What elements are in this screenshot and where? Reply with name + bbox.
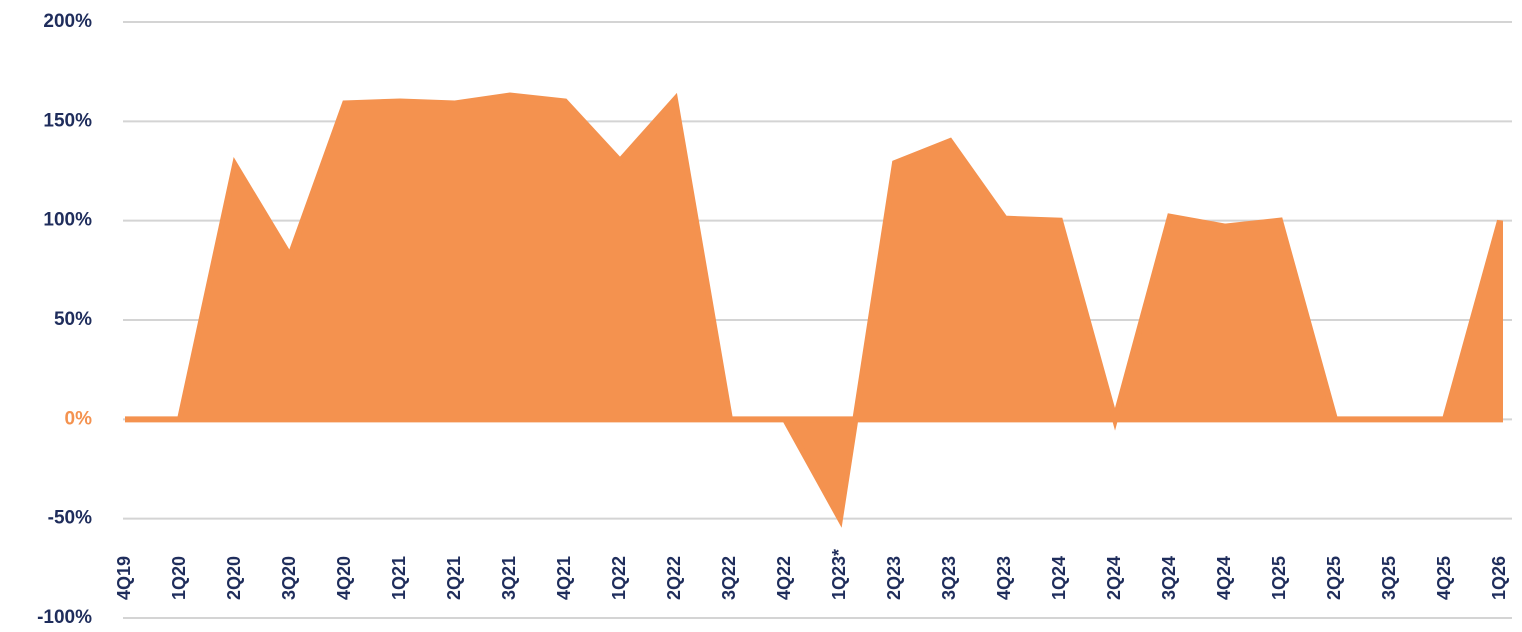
x-tick-label: 4Q22 [774,556,794,600]
x-tick-label: 4Q21 [554,556,574,600]
x-tick-label: 4Q19 [114,556,134,600]
x-tick-label: 4Q24 [1214,556,1234,600]
x-tick-label: 4Q25 [1434,556,1454,600]
x-tick-label: 3Q23 [939,556,959,600]
x-tick-label: 1Q25 [1269,556,1289,600]
x-tick-label: 3Q24 [1159,556,1179,600]
x-tick-label: 1Q26 [1489,556,1509,600]
x-tick-label: 2Q23 [884,556,904,600]
x-tick-label: 2Q25 [1324,556,1344,600]
x-tick-label: 3Q25 [1379,556,1399,600]
x-tick-label: 3Q21 [499,556,519,600]
y-tick-label: 0% [65,408,93,429]
x-tick-label: 2Q22 [664,556,684,600]
x-tick-label: 2Q20 [224,556,244,600]
x-tick-label: 2Q21 [444,556,464,600]
area [125,92,1503,528]
x-tick-label: 4Q23 [994,556,1014,600]
x-tick-label: 1Q24 [1049,556,1069,600]
y-tick-label: -50% [48,508,92,529]
x-tick-label: 3Q22 [719,556,739,600]
x-tick-label: 1Q20 [169,556,189,600]
x-tick-label: 3Q20 [279,556,299,600]
x-tick-label: 1Q22 [609,556,629,600]
y-tick-label: 100% [43,210,92,231]
y-tick-label: 150% [43,110,92,131]
y-tick-label: 50% [54,309,92,330]
x-tick-label: 2Q24 [1104,556,1124,600]
y-tick-label: 200% [43,11,92,32]
y-tick-label: -100% [37,607,92,628]
x-tick-label: 1Q21 [389,556,409,600]
x-tick-label: 4Q20 [334,556,354,600]
x-tick-label: 1Q23* [829,549,849,600]
